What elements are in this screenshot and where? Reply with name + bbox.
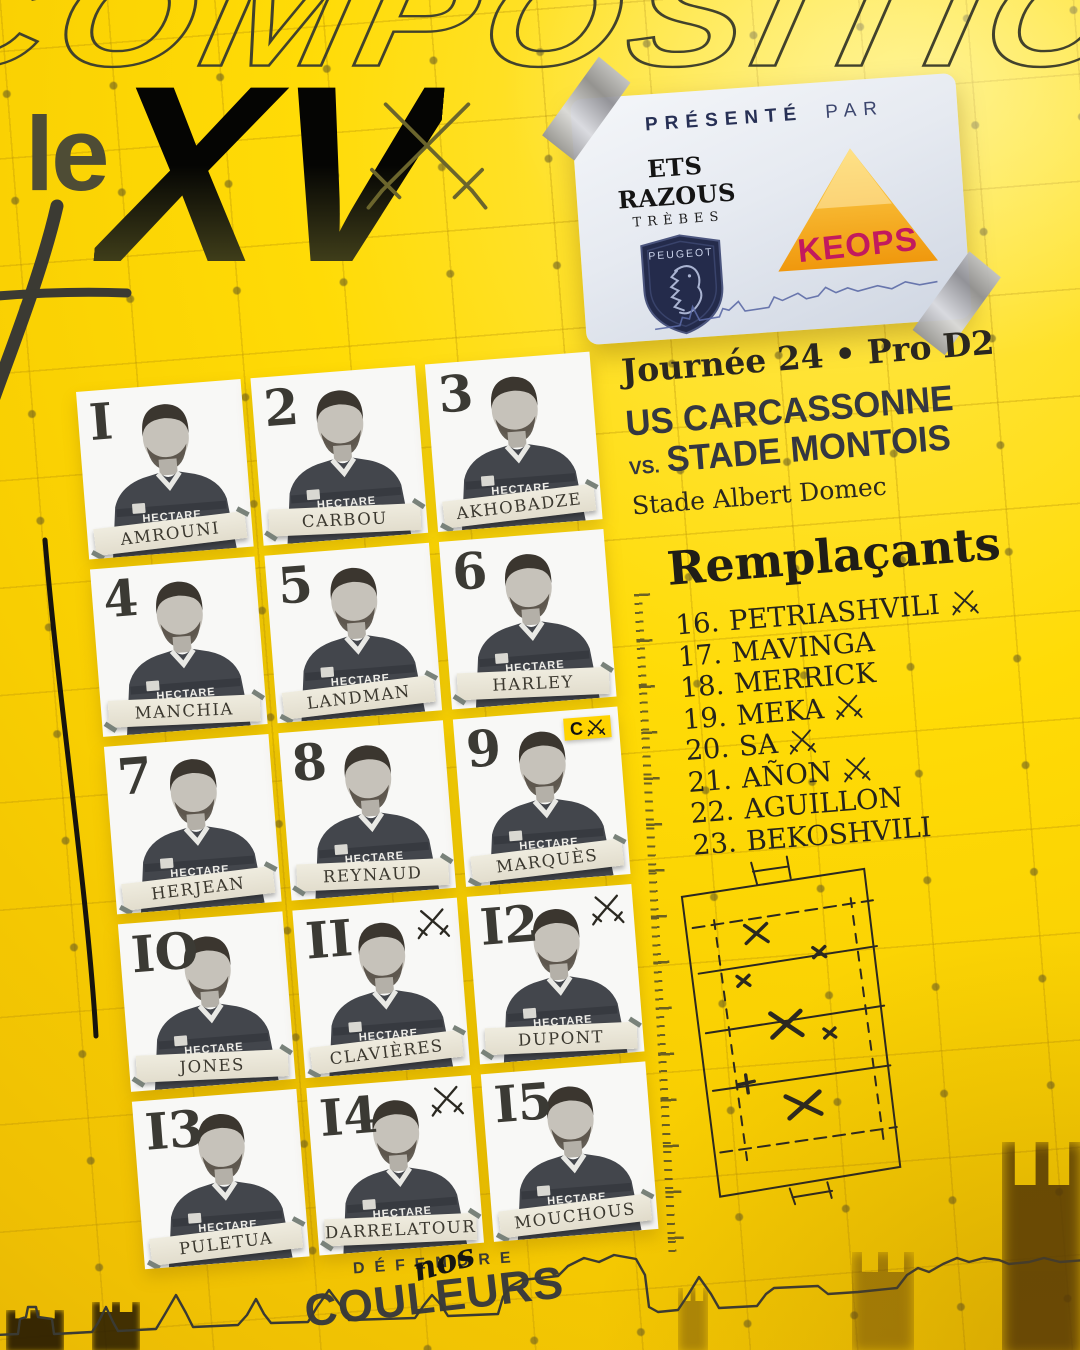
peugeot-logo: PEUGEOT — [640, 234, 724, 335]
sponsor-razous: ETS RAZOUS TRÈBES PEUGEOT — [594, 147, 767, 347]
lion-icon — [669, 265, 703, 315]
peugeot-wordmark: PEUGEOT — [648, 246, 714, 263]
sponsor-card: PRÉSENTÉ PAR ETS RAZOUS TRÈBES PEUGEOT — [570, 73, 972, 345]
skyline-doodle — [654, 280, 938, 331]
rugby-field-sketch — [680, 855, 902, 1206]
keops-pyramid-icon — [778, 148, 938, 272]
keops-logo: KEOPS — [762, 136, 950, 298]
brush-stroke — [42, 537, 99, 1039]
le-xv-title: leXV — [25, 34, 488, 315]
city-skyline-outline — [0, 1253, 1080, 1336]
plus-mark — [0, 199, 132, 401]
le-label: le — [25, 102, 110, 207]
